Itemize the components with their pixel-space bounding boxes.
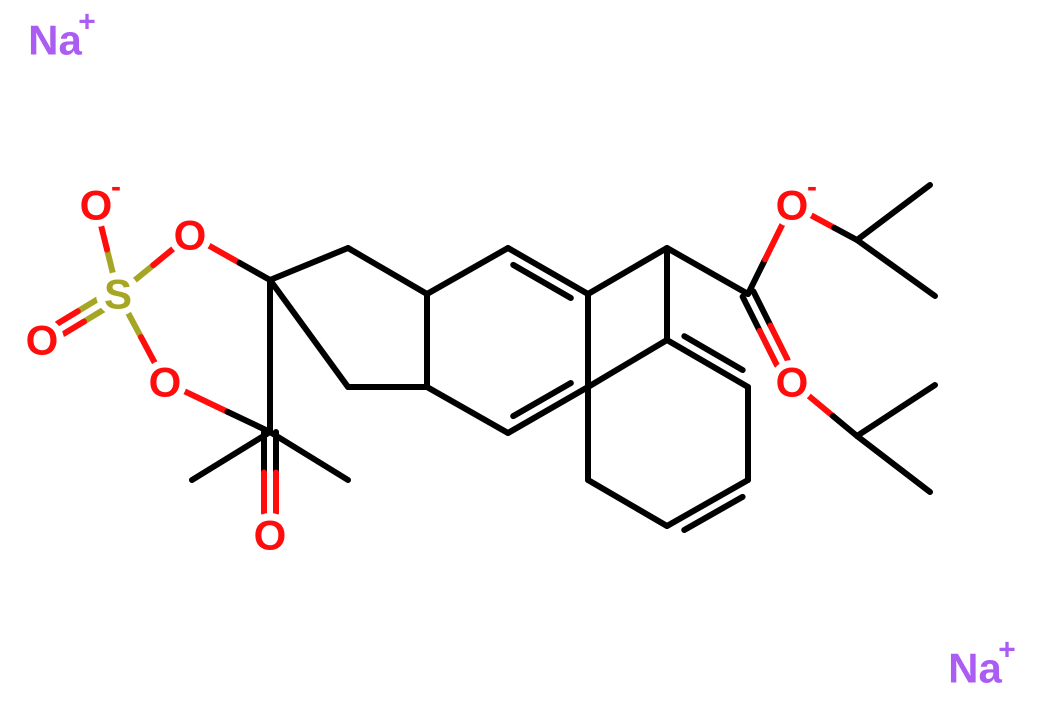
atom-O_sulf_neg: O- <box>74 171 121 229</box>
bond-segment <box>857 240 935 296</box>
bond-segment <box>765 225 782 260</box>
bond-segment <box>270 248 348 280</box>
bond-segment <box>427 387 508 433</box>
chemical-structure-diagram: Na+Na+O-OSOOO-OO <box>0 0 1047 717</box>
bond-segment <box>588 248 667 294</box>
atom-label: O <box>254 512 287 559</box>
bond-segment <box>348 248 427 294</box>
atom-label: O <box>776 359 809 406</box>
atom-label: Na <box>28 17 82 64</box>
bond-segment <box>153 249 173 265</box>
atom-O_sulf_top: O <box>168 212 212 259</box>
atom-Na1: Na+ <box>27 6 96 69</box>
atom-label: O <box>80 182 113 229</box>
atom-label: O <box>149 359 182 406</box>
bond-segment <box>192 432 270 480</box>
bond-segment <box>185 391 228 411</box>
bond-segment <box>209 246 239 263</box>
atom-O_sulf_dbl: O <box>20 317 64 364</box>
bond-segment <box>270 280 348 387</box>
atom-O_carb_neg: O- <box>770 171 817 229</box>
atom-Na2: Na+ <box>947 634 1016 697</box>
bond-segment <box>227 412 270 432</box>
atom-O_carb_dbl: O <box>770 359 814 406</box>
bond-segment <box>834 228 857 240</box>
atom-charge: - <box>807 171 817 204</box>
bond-segment <box>833 416 857 436</box>
bond-segment <box>748 259 765 294</box>
bond-segment <box>133 265 153 281</box>
bond-segment <box>84 309 104 321</box>
bond-segment <box>857 385 935 436</box>
atom-charge: + <box>78 6 96 39</box>
bond-segment <box>58 311 78 323</box>
bond-segment <box>78 299 98 311</box>
atom-O_sulf_bot: O <box>143 359 187 406</box>
bond-segment <box>588 480 667 526</box>
atom-label: O <box>174 212 207 259</box>
bond-segment <box>857 185 930 240</box>
bond-segment <box>64 322 84 334</box>
bond-segment <box>809 396 833 416</box>
atom-charge: + <box>998 634 1016 667</box>
atom-label: O <box>776 182 809 229</box>
bond-segment <box>240 263 270 280</box>
atom-charge: - <box>111 171 121 204</box>
atom-label: Na <box>948 645 1002 692</box>
bond-segment <box>811 215 834 227</box>
atom-label: S <box>104 271 132 318</box>
atom-label: O <box>26 317 59 364</box>
bond-segment <box>857 436 930 492</box>
bond-segment <box>270 432 348 480</box>
bond-segment <box>427 248 508 294</box>
bond-segment <box>588 340 667 387</box>
atom-O_keto: O <box>248 512 292 559</box>
bond-segment <box>667 248 748 294</box>
